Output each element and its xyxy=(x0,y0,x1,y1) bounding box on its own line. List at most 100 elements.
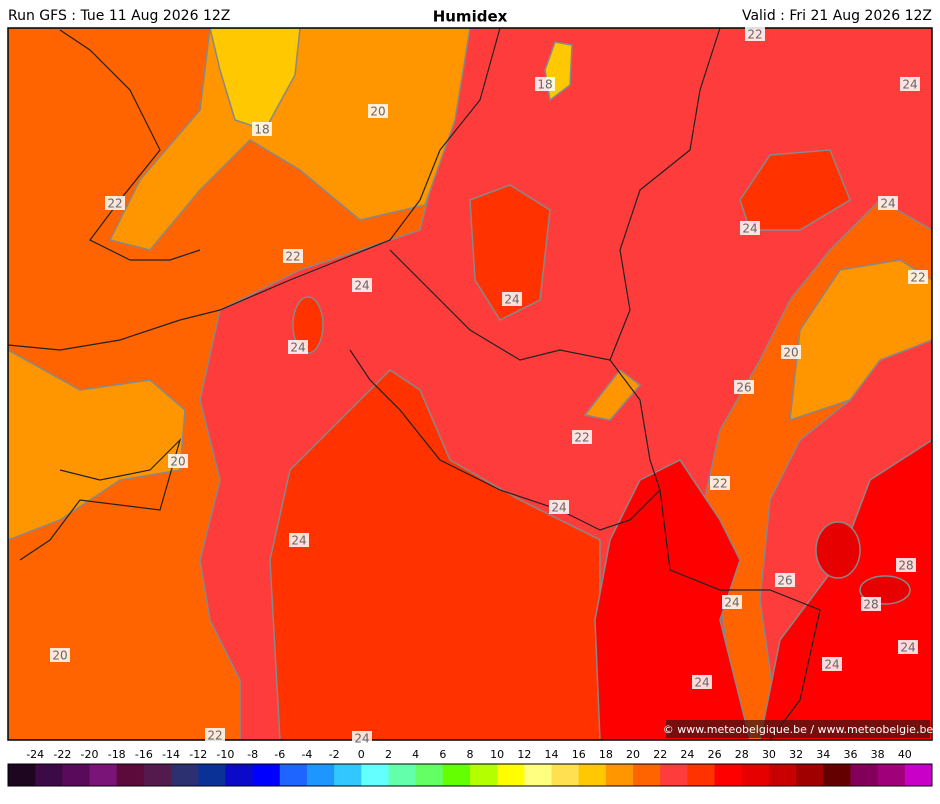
colorbar-swatch xyxy=(904,764,933,786)
contour-label-bg xyxy=(775,573,795,587)
colorbar-tick-label: 12 xyxy=(517,748,531,761)
contour-label: 24 xyxy=(354,279,369,293)
contour-label: 24 xyxy=(724,596,739,610)
contour-label-bg xyxy=(710,476,730,490)
contour-label-bg xyxy=(50,648,70,662)
colorbar-swatch xyxy=(334,764,362,786)
contour-label: 26 xyxy=(777,574,792,588)
valid-label: Valid : Fri 21 Aug 2026 12Z xyxy=(742,8,932,24)
colorbar-swatch xyxy=(796,764,824,786)
contour-label-bg xyxy=(368,104,388,118)
colorbar-swatch xyxy=(633,764,661,786)
contour-label: 24 xyxy=(902,78,917,92)
colorbar-tick-label: 34 xyxy=(816,748,830,761)
contour-label: 18 xyxy=(254,123,269,137)
colorbar-tick-label: 10 xyxy=(490,748,504,761)
contour-label: 28 xyxy=(898,559,913,573)
colorbar-swatch xyxy=(225,764,254,786)
contour-label: 22 xyxy=(207,729,222,743)
contour-label: 24 xyxy=(880,197,895,211)
colorbar-tick-label: -18 xyxy=(108,748,126,761)
colorbar-tick-label: -4 xyxy=(301,748,312,761)
colorbar-tick-label: 26 xyxy=(708,748,722,761)
colorbar-tick-label: 28 xyxy=(735,748,749,761)
colorbar-swatch xyxy=(306,764,335,786)
colorbar-tick-label: -2 xyxy=(329,748,340,761)
contour-label-bg xyxy=(692,675,712,689)
contour-label: 22 xyxy=(747,28,762,42)
contour-label-bg xyxy=(105,196,125,210)
contour-label-bg xyxy=(502,292,522,306)
run-label: Run GFS : Tue 11 Aug 2026 12Z xyxy=(8,8,230,24)
colorbar-frame xyxy=(7,763,933,787)
colorbar-swatch xyxy=(823,764,851,786)
contour-label: 22 xyxy=(910,271,925,285)
colorbar-tick-label: -12 xyxy=(189,748,207,761)
colorbar-swatch xyxy=(415,764,444,786)
colorbar-tick-label: -24 xyxy=(26,748,44,761)
contour-label-bg xyxy=(896,558,916,572)
contour-label-bg xyxy=(572,430,592,444)
contour-label-bg xyxy=(289,533,309,547)
colorbar-tick-label: 14 xyxy=(545,748,559,761)
contour-label: 22 xyxy=(285,250,300,264)
colorbar-swatch xyxy=(524,764,553,786)
contour-label-bg xyxy=(283,249,303,263)
colorbar-swatch xyxy=(171,764,199,786)
colorbar-swatch xyxy=(89,764,118,786)
colorbar-tick-label: 0 xyxy=(358,748,365,761)
colorbar-swatch xyxy=(116,764,145,786)
colorbar-swatch xyxy=(551,764,580,786)
contour-label-bg xyxy=(781,345,801,359)
colorbar-tick-label: 20 xyxy=(626,748,640,761)
contour-label-bg xyxy=(908,270,928,284)
colorbar-swatch xyxy=(768,764,797,786)
colorbar-tick-label: 18 xyxy=(599,748,613,761)
contour-label-bg xyxy=(734,380,754,394)
colorbar-tick-label: -10 xyxy=(216,748,234,761)
contour-label: 20 xyxy=(783,346,798,360)
contour-label: 22 xyxy=(574,431,589,445)
colorbar-swatch xyxy=(143,764,172,786)
colorbar-tick-label: 2 xyxy=(385,748,392,761)
colorbar-tick-label: -6 xyxy=(274,748,285,761)
colorbar-tick-label: 32 xyxy=(789,748,803,761)
contour-label: 24 xyxy=(290,341,305,355)
contour-label-bg xyxy=(740,221,760,235)
colorbar-tick-label: 38 xyxy=(871,748,885,761)
contour-label-bg xyxy=(252,122,272,136)
contour-label: 24 xyxy=(694,676,709,690)
map-frame xyxy=(7,27,933,741)
contour-label: 20 xyxy=(170,455,185,469)
contour-label-bg xyxy=(535,77,555,91)
colorbar-swatch xyxy=(497,764,525,786)
colorbar-tick-label: -8 xyxy=(247,748,258,761)
colorbar-swatch xyxy=(687,764,716,786)
colorbar-swatch xyxy=(279,764,308,786)
credit: © www.meteobelgique.be / www.meteobelgie… xyxy=(663,723,934,736)
contour-label: 20 xyxy=(370,105,385,119)
contour-label-bg xyxy=(168,454,188,468)
contour-label: 24 xyxy=(504,293,519,307)
contour-label: 24 xyxy=(742,222,757,236)
contour-label: 24 xyxy=(291,534,306,548)
colorbar-swatch xyxy=(660,764,688,786)
colorbar-swatch xyxy=(741,764,770,786)
colorbar-tick-label: 24 xyxy=(680,748,694,761)
colorbar-tick-label: 8 xyxy=(467,748,474,761)
colorbar-swatch xyxy=(578,764,607,786)
colorbar-tick-label: 40 xyxy=(898,748,912,761)
contour-label: 24 xyxy=(354,732,369,746)
colorbar-swatch xyxy=(877,764,906,786)
contour-label-bg xyxy=(352,731,372,745)
contour-label-bg xyxy=(878,196,898,210)
contour-label: 24 xyxy=(824,658,839,672)
contour-label-bg xyxy=(861,597,881,611)
contour-label: 24 xyxy=(900,641,915,655)
contour-label-bg xyxy=(900,77,920,91)
colorbar-swatch xyxy=(8,764,36,786)
colorbar-tick-label: 16 xyxy=(572,748,586,761)
colorbar-tick-label: 22 xyxy=(653,748,667,761)
contour-label-bg xyxy=(549,500,569,514)
